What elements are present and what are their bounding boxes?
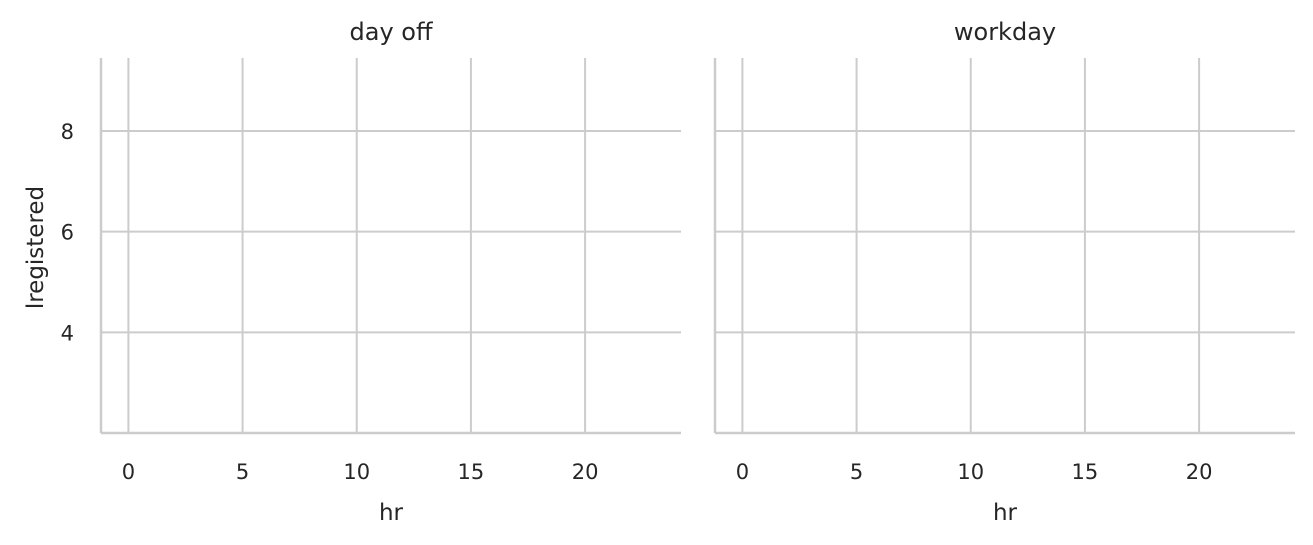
panel-day-off: 0 5 10 15 20 4 6 8 day off hr lregistered	[23, 18, 681, 526]
x-tick-label: 15	[1072, 460, 1099, 484]
x-tick-label: 10	[957, 460, 984, 484]
panel-title: workday	[954, 18, 1056, 46]
x-tick-label: 5	[850, 460, 863, 484]
x-tick-label: 20	[572, 460, 599, 484]
y-tick-label: 4	[61, 321, 74, 345]
x-tick-label: 0	[122, 460, 135, 484]
x-tick-label: 0	[736, 460, 749, 484]
x-axis-label: hr	[379, 500, 404, 526]
x-tick-label: 15	[458, 460, 485, 484]
panel-title: day off	[350, 18, 433, 46]
panel-workday: 0 5 10 15 20 workday hr	[713, 18, 1295, 526]
x-axis-label: hr	[993, 500, 1018, 526]
y-axis-label: lregistered	[23, 186, 49, 309]
x-tick-label: 10	[343, 460, 370, 484]
x-tick-label: 20	[1186, 460, 1213, 484]
x-tick-label: 5	[236, 460, 249, 484]
y-tick-label: 8	[61, 120, 74, 144]
y-tick-label: 6	[61, 221, 74, 245]
